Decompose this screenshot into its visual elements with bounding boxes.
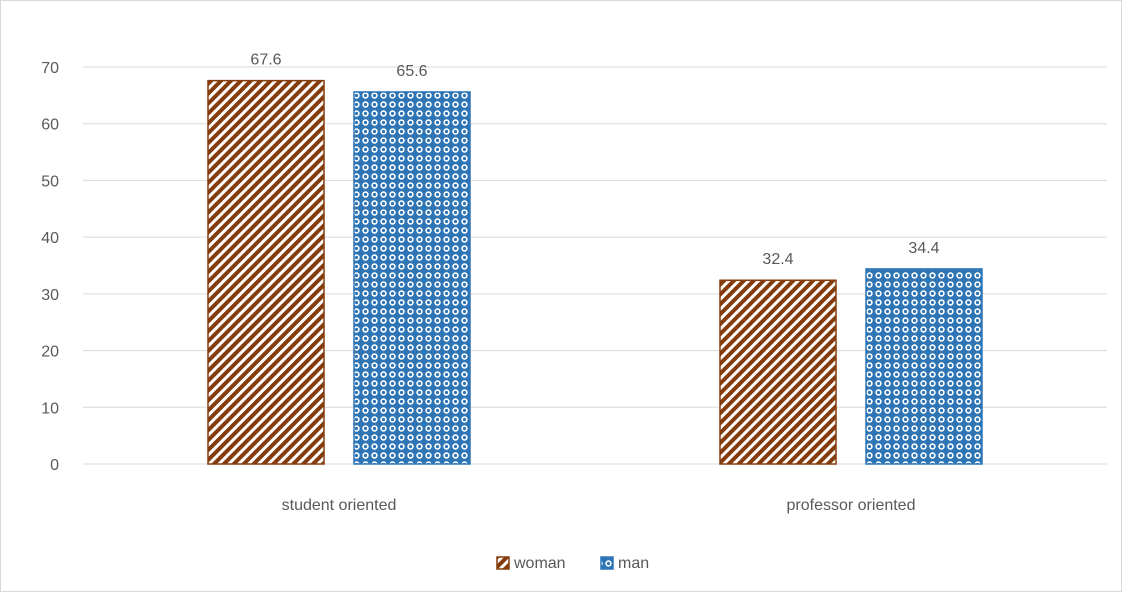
x-category-label: professor oriented [787,497,916,514]
legend-label-man: man [618,555,649,572]
bar-man-0 [353,91,471,465]
y-tick-label: 60 [41,117,59,134]
y-tick-label: 20 [41,344,59,361]
legend-swatch-man [600,556,614,570]
y-axis-ticks: 0 10 20 30 40 50 60 70 [41,60,59,474]
data-labels: 67.6 65.6 32.4 34.4 [250,52,939,269]
bar-woman-1 [719,279,837,465]
data-label: 67.6 [250,52,281,69]
bar-woman-0 [207,79,325,465]
data-label: 32.4 [762,251,793,268]
y-tick-label: 50 [41,173,59,190]
x-category-label: student oriented [282,497,397,514]
data-label: 65.6 [396,63,427,80]
bars [207,79,983,465]
legend-swatch-woman [496,556,510,570]
legend: woman man [496,555,649,572]
y-tick-label: 30 [41,287,59,304]
category-labels: student oriented professor oriented [282,497,916,514]
y-tick-label: 40 [41,230,59,247]
y-tick-label: 0 [50,457,59,474]
data-label: 34.4 [908,240,939,257]
bar-man-1 [865,268,983,465]
y-tick-label: 70 [41,60,59,77]
legend-label-woman: woman [513,555,566,572]
y-tick-label: 10 [41,400,59,417]
